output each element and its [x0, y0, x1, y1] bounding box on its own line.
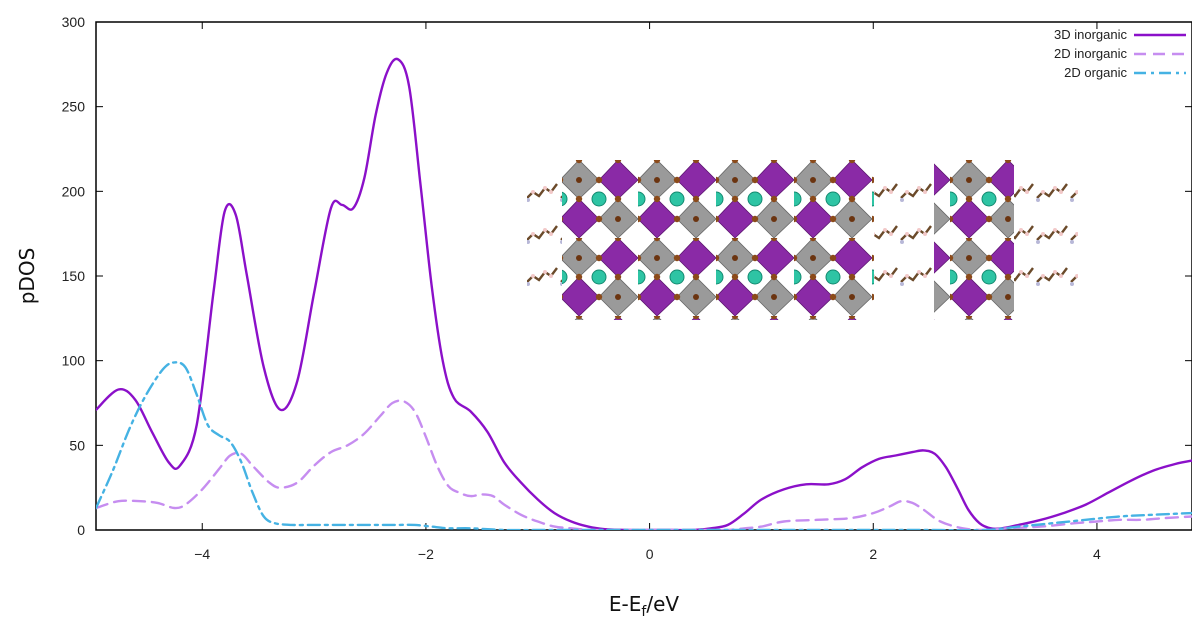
series-line-2d-organic — [96, 361, 1192, 530]
y-tick-label: 300 — [62, 14, 86, 30]
y-axis-ticks: 0 50 100 150 200 250 300 — [62, 14, 1192, 538]
organic-layer-right — [1014, 170, 1078, 300]
organic-layer-left — [527, 170, 563, 300]
x-tick-label: −2 — [418, 546, 434, 562]
y-tick-label: 50 — [69, 437, 85, 453]
y-tick-label: 200 — [62, 183, 86, 199]
structure-inset — [527, 160, 1078, 320]
series-line-3d-inorganic — [96, 57, 1192, 530]
legend-label-2d-organic: 2D organic — [1064, 65, 1127, 80]
legend-label-3d-inorganic: 3D inorganic — [1054, 27, 1127, 42]
x-tick-label: 4 — [1093, 546, 1101, 562]
organic-layer-middle — [874, 170, 934, 300]
perovskite-2d-slab — [934, 160, 1014, 320]
legend: 3D inorganic 2D inorganic 2D organic — [1054, 27, 1186, 80]
series-line-2d-inorganic — [96, 399, 1192, 530]
x-tick-label: 0 — [646, 546, 654, 562]
y-tick-label: 0 — [77, 522, 85, 538]
x-tick-label: 2 — [869, 546, 877, 562]
y-tick-label: 250 — [62, 99, 86, 115]
y-tick-label: 150 — [62, 268, 86, 284]
perovskite-3d-slab — [562, 160, 874, 320]
y-tick-label: 100 — [62, 353, 86, 369]
legend-label-2d-inorganic: 2D inorganic — [1054, 46, 1127, 61]
y-axis-label: pDOS — [15, 248, 39, 305]
x-axis-label: E-Ef/eV — [609, 592, 679, 617]
series-lines — [96, 57, 1192, 530]
x-tick-label: −4 — [194, 546, 210, 562]
